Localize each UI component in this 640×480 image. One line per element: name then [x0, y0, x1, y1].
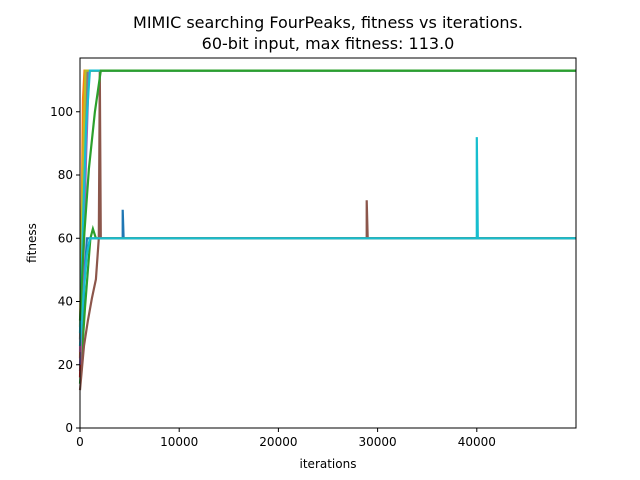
series-layer [78, 69, 576, 391]
x-tick-label: 10000 [160, 435, 198, 449]
x-tick-label: 0 [76, 435, 84, 449]
chart-subtitle: 60-bit input, max fitness: 113.0 [202, 34, 455, 53]
series-line-6 [78, 70, 576, 391]
plot-area [80, 58, 576, 428]
x-tick-label: 30000 [359, 435, 397, 449]
x-tick-label: 20000 [259, 435, 297, 449]
x-tick-label: 40000 [458, 435, 496, 449]
y-tick-label: 20 [58, 358, 73, 372]
y-tick-label: 100 [50, 105, 73, 119]
y-axis-label: fitness [25, 223, 39, 263]
series-line-11 [78, 137, 576, 346]
plot-frame [79, 57, 577, 429]
y-tick-label: 0 [65, 421, 73, 435]
y-tick-label: 60 [58, 231, 73, 245]
y-tick-label: 40 [58, 295, 73, 309]
series-line-12 [78, 69, 576, 321]
x-axis-ticks: 0 10000 20000 30000 40000 [76, 428, 496, 449]
y-axis-ticks: 0 20 40 60 80 100 [50, 105, 80, 435]
x-axis-label: iterations [300, 457, 357, 471]
series-line-3 [78, 224, 576, 384]
y-tick-label: 80 [58, 168, 73, 182]
chart-title: MIMIC searching FourPeaks, fitness vs it… [133, 13, 523, 32]
